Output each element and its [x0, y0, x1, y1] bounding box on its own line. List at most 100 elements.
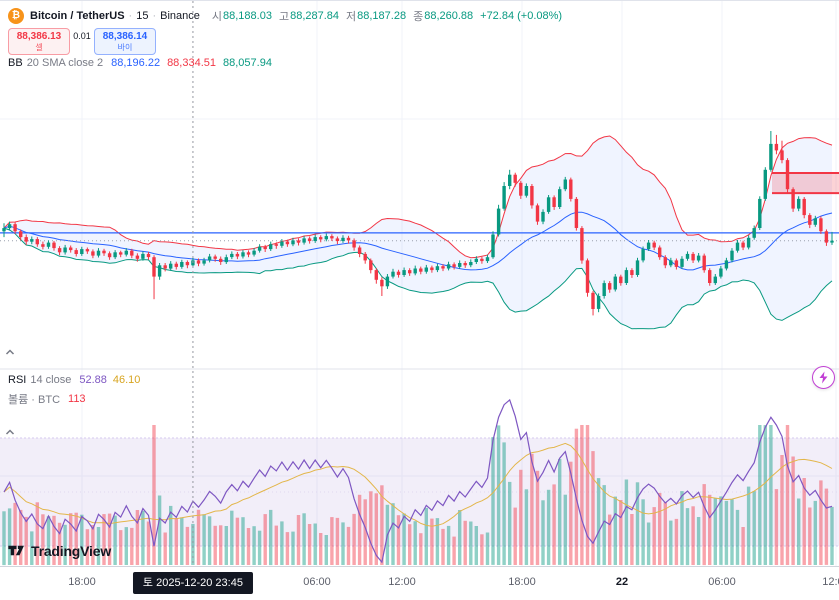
candle	[480, 256, 484, 264]
volume-bar	[513, 507, 517, 565]
volume-bar	[491, 437, 495, 565]
volume-bar	[307, 524, 312, 565]
rsi-indicator-legend[interactable]: RSI 14 close 52.88 46.10	[8, 374, 140, 386]
candle	[791, 187, 795, 212]
candle	[446, 261, 451, 271]
lightning-icon	[819, 371, 828, 384]
candle	[546, 195, 551, 214]
tradingview-watermark[interactable]: TradingView	[7, 541, 111, 560]
volume-bar	[674, 518, 679, 565]
candle	[463, 261, 467, 268]
candle	[24, 234, 28, 245]
volume-bar	[30, 531, 34, 565]
candle	[252, 248, 256, 257]
chart-canvas[interactable]	[0, 1, 839, 566]
main-pane-collapse-button[interactable]	[3, 345, 17, 359]
volume-bar	[558, 458, 562, 565]
volume-bar	[135, 510, 140, 565]
rsi-value: 52.88	[79, 374, 107, 386]
candle	[530, 184, 534, 209]
candle	[735, 240, 740, 253]
exchange-name[interactable]: Binance	[160, 10, 200, 22]
volume-bar	[207, 516, 212, 565]
rsi-band-zone	[0, 438, 839, 546]
volume-bar	[613, 496, 617, 565]
sell-label: 셀	[35, 43, 43, 52]
volume-bar	[797, 498, 801, 565]
volume-bar	[524, 489, 529, 565]
candle	[146, 252, 151, 260]
symbol-legend: ₿ Bitcoin / TetherUS · 15 · Binance 시 88…	[8, 8, 562, 24]
volume-bar	[252, 526, 256, 565]
candle	[730, 248, 734, 263]
volume-bar	[469, 521, 473, 565]
volume-bar	[708, 494, 712, 565]
candle	[180, 259, 184, 269]
volume-bar	[724, 500, 729, 565]
candle	[91, 249, 95, 259]
sub-pane-collapse-button[interactable]	[3, 425, 17, 439]
candle	[441, 264, 445, 272]
volume-bar	[224, 526, 228, 565]
bb-params: 20 SMA close 2	[26, 57, 104, 69]
volume-bar	[169, 505, 173, 565]
candle	[324, 233, 328, 242]
price-range-box[interactable]	[772, 172, 839, 195]
bb-indicator-legend[interactable]: BB 20 SMA close 2 88,196.22 88,334.51 88…	[8, 57, 272, 69]
volume-bar	[785, 425, 790, 565]
volume-bar	[663, 502, 667, 565]
candle	[558, 186, 562, 209]
candle	[519, 180, 523, 199]
volume-bar	[413, 521, 417, 565]
candle	[552, 195, 556, 210]
volume-bar	[330, 517, 334, 565]
candle	[385, 274, 390, 289]
buy-sell-widget: 88,386.13 셀 0.01 88,386.14 바이	[8, 28, 156, 55]
candle	[763, 167, 767, 201]
time-label: 18:00	[68, 576, 96, 588]
sell-button[interactable]: 88,386.13 셀	[8, 28, 70, 55]
separator-dot: ·	[128, 10, 133, 22]
buy-button[interactable]: 88,386.14 바이	[94, 28, 156, 55]
symbol-title[interactable]: Bitcoin / TetherUS	[30, 10, 125, 22]
low-value: 88,187.28	[357, 10, 407, 22]
candle	[413, 265, 417, 276]
watermark-text: TradingView	[31, 542, 112, 559]
candle	[691, 252, 695, 263]
spread-value: 0.01	[73, 31, 91, 41]
volume-bar	[419, 533, 423, 565]
candle	[302, 235, 306, 245]
candle	[758, 196, 762, 230]
candle	[96, 248, 101, 258]
volume-bar	[57, 522, 62, 565]
volume-bar	[191, 523, 195, 565]
volume-bar	[802, 478, 806, 565]
candle	[41, 241, 45, 250]
volume-bar	[157, 495, 162, 565]
interval-value[interactable]: 15	[136, 10, 149, 22]
candle	[357, 245, 362, 258]
candle	[307, 236, 312, 244]
candle	[652, 240, 656, 251]
candle	[52, 241, 56, 251]
chevron-up-icon	[5, 349, 15, 355]
boost-button[interactable]	[812, 366, 835, 389]
candle	[780, 140, 784, 164]
volume-bar	[552, 484, 556, 565]
volume-bar	[113, 515, 117, 565]
change-value: +72.84 (+0.08%)	[480, 10, 563, 22]
candle	[452, 262, 456, 270]
candle	[496, 204, 501, 237]
volume-indicator-legend[interactable]: 볼륨 · BTC 113	[8, 391, 86, 407]
volume-bar	[24, 516, 28, 565]
time-axis[interactable]: 토 2025-12-20 23:45 18:00 06:00 12:00 18:00 2…	[0, 566, 839, 600]
volume-bar	[274, 525, 278, 565]
candle	[513, 172, 517, 187]
candle	[502, 182, 506, 211]
candle	[402, 267, 406, 277]
volume-bar	[702, 484, 706, 566]
volume-value: 113	[68, 393, 86, 405]
candle	[374, 268, 378, 284]
buy-label: 바이	[117, 43, 133, 52]
volume-bar	[280, 521, 284, 565]
